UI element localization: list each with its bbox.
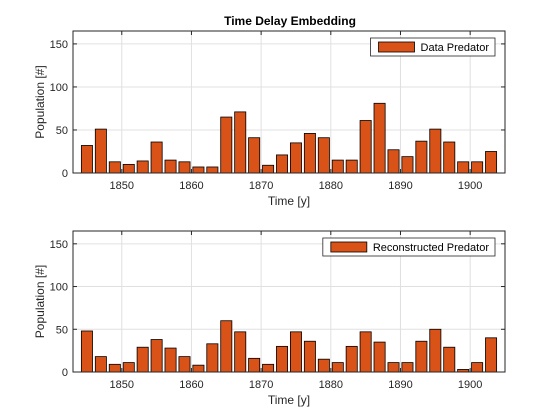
y-tick-label: 0	[62, 367, 68, 379]
y-tick-label: 0	[62, 168, 68, 180]
x-tick-label: 1900	[458, 180, 482, 192]
plots: 1850 1860 1870 1880 1890 1900 0 50 100 150 Time [y…	[33, 30, 506, 407]
bar	[108, 363, 121, 373]
bar	[80, 330, 93, 373]
legend-swatch	[330, 241, 368, 253]
bar	[289, 331, 302, 373]
y-tick-label: 100	[50, 82, 68, 94]
bar	[429, 128, 442, 174]
y-tick-label: 150	[50, 39, 68, 51]
bar	[192, 364, 205, 373]
bar	[303, 133, 316, 174]
x-tick-label: 1860	[179, 180, 203, 192]
bar	[80, 145, 93, 174]
bar	[331, 159, 344, 174]
bar	[387, 149, 400, 174]
bar	[373, 341, 386, 373]
bar	[457, 161, 470, 174]
bar	[345, 345, 358, 373]
bar	[248, 137, 261, 174]
bar	[178, 161, 191, 174]
bar	[331, 362, 344, 373]
bar	[401, 362, 414, 373]
bar	[276, 345, 289, 373]
bar	[485, 151, 498, 174]
y-axis-label: Population [#]	[33, 65, 47, 138]
legend-swatch	[378, 41, 415, 53]
bar	[471, 161, 484, 174]
bar	[164, 159, 177, 174]
bar	[443, 346, 456, 373]
bar	[122, 163, 135, 174]
legend-label: Reconstructed Predator	[373, 242, 490, 254]
bar	[206, 343, 219, 373]
bar	[415, 140, 428, 174]
plot-1: 1850 1860 1870 1880 1890 1900 0 50 100 150 Time [y…	[33, 30, 506, 208]
bar	[262, 164, 275, 174]
bar	[234, 111, 247, 174]
x-tick-label: 1880	[319, 180, 343, 192]
x-tick-label: 1860	[179, 379, 203, 391]
x-tick-label: 1870	[249, 180, 273, 192]
x-tick-label: 1870	[249, 379, 273, 391]
bar	[443, 141, 456, 174]
bar	[122, 362, 135, 373]
bar	[136, 346, 149, 373]
bar	[317, 358, 330, 373]
x-axis-label: Time [y]	[268, 194, 310, 208]
bar	[94, 356, 107, 373]
x-tick-label: 1890	[388, 180, 412, 192]
bar	[303, 340, 316, 373]
x-axis-label: Time [y]	[268, 393, 310, 407]
bar	[387, 362, 400, 373]
bar	[429, 328, 442, 373]
bar	[359, 331, 372, 373]
x-tick-label: 1850	[110, 180, 134, 192]
bar	[415, 340, 428, 373]
bar	[220, 320, 233, 373]
bar	[164, 347, 177, 373]
y-axis-label: Population [#]	[33, 265, 47, 338]
bar	[94, 128, 107, 174]
bar	[150, 141, 163, 174]
bar	[206, 166, 219, 174]
x-tick-label: 1850	[110, 379, 134, 391]
bar	[108, 161, 121, 174]
y-tick-label: 150	[50, 239, 68, 251]
bar	[220, 116, 233, 174]
bar	[317, 137, 330, 174]
bar	[276, 154, 289, 174]
legend: Reconstructed Predator	[322, 237, 496, 257]
y-tick-label: 50	[56, 125, 68, 137]
plot-2: 1850 1860 1870 1880 1890 1900 0 50 100 150 Time [y…	[33, 230, 506, 407]
x-tick-label: 1890	[388, 379, 412, 391]
x-tick-label: 1900	[458, 379, 482, 391]
bar	[485, 337, 498, 373]
y-tick-label: 100	[50, 282, 68, 294]
legend-label: Data Predator	[421, 42, 490, 54]
bar	[178, 356, 191, 373]
bar	[373, 102, 386, 174]
axes-frame	[72, 230, 506, 373]
bar	[248, 357, 261, 373]
axes-frame	[72, 30, 506, 174]
y-tick-label: 50	[56, 324, 68, 336]
bar	[192, 166, 205, 174]
bar	[345, 159, 358, 174]
bar	[471, 362, 484, 373]
bar	[234, 331, 247, 373]
bar	[136, 160, 149, 174]
bar	[262, 363, 275, 373]
bar	[359, 120, 372, 174]
legend: Data Predator	[370, 37, 496, 57]
bar	[401, 156, 414, 174]
bar	[150, 339, 163, 373]
x-tick-label: 1880	[319, 379, 343, 391]
bar	[289, 142, 302, 174]
chart-title: Time Delay Embedding	[224, 14, 356, 28]
